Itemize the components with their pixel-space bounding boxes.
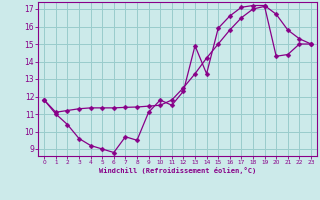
X-axis label: Windchill (Refroidissement éolien,°C): Windchill (Refroidissement éolien,°C)	[99, 167, 256, 174]
